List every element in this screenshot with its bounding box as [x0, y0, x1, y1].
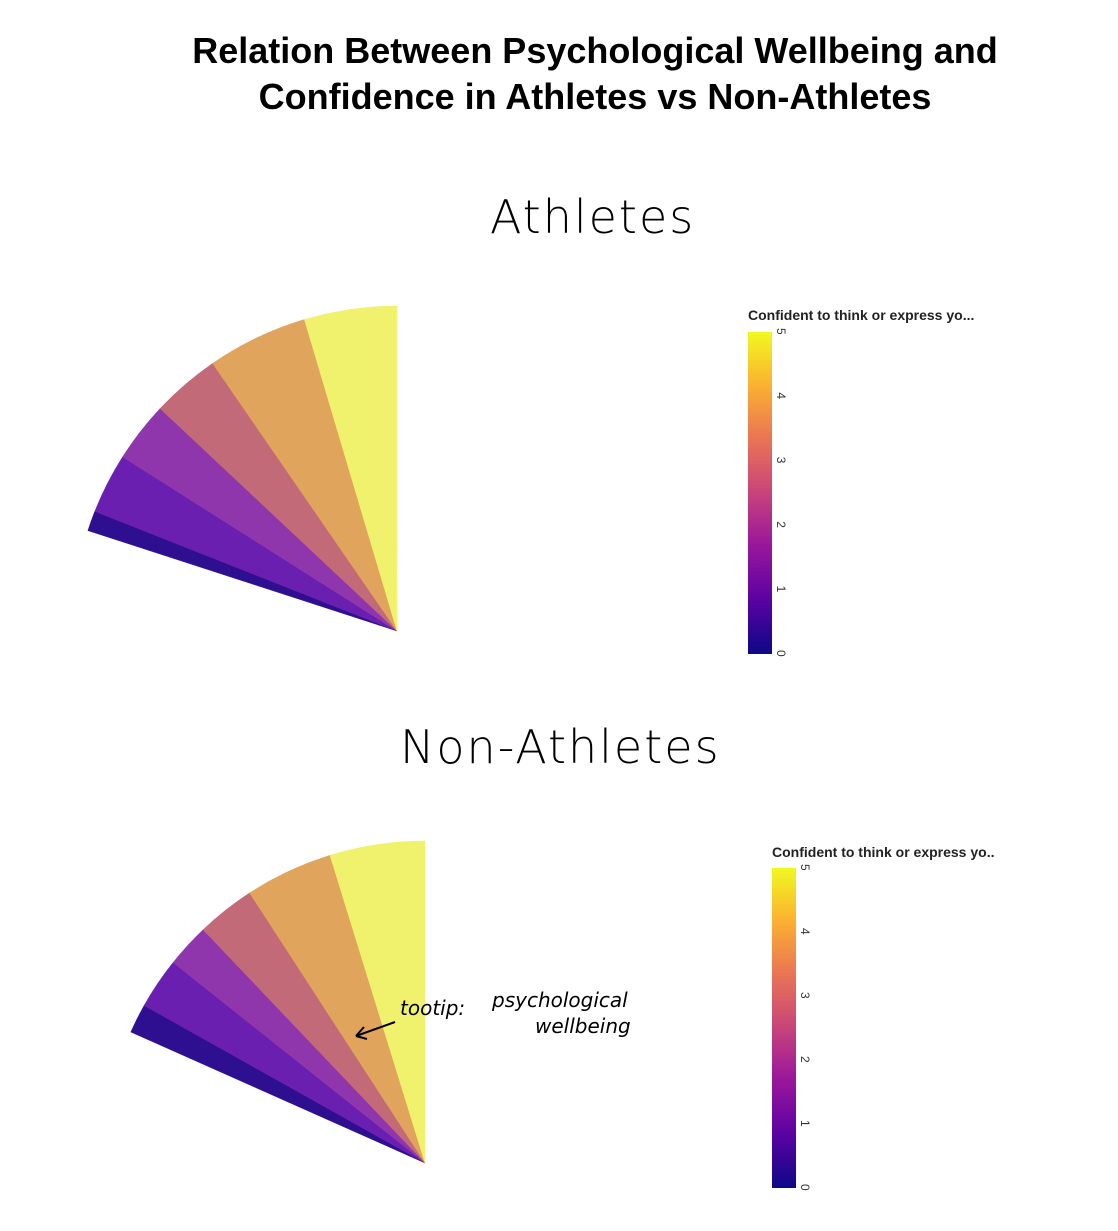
tooltip-label: tootip:: [400, 996, 466, 1020]
non-athletes-label: Non-Athletes: [400, 720, 721, 774]
wedge-value-5[interactable]: [304, 305, 398, 632]
colorbar-title: Confident to think or express yo...: [748, 307, 974, 323]
colorbar-tick-label: 3: [774, 457, 788, 464]
colorbar-tick-label: 2: [774, 521, 788, 528]
colorbar-title: Confident to think or express yo..: [772, 844, 994, 860]
colorbar-tick-label: 5: [798, 864, 812, 871]
colorbar-tick-label: 1: [798, 1120, 812, 1127]
non-athletes-polar-chart[interactable]: [130, 840, 426, 1164]
tooltip-text-line-1: psychological: [492, 988, 628, 1012]
colorbar-tick-label: 0: [774, 650, 788, 657]
athletes-label: Athletes: [490, 190, 696, 244]
tooltip-arrow-icon: [355, 1021, 396, 1040]
colorbar-tick-label: 5: [774, 328, 788, 335]
athletes-colorbar: Confident to think or express yo... 0 1 2 3 4…: [748, 307, 974, 657]
athletes-polar-chart[interactable]: [87, 305, 398, 632]
non-athletes-colorbar: Confident to think or express yo.. 0 1 2 3 4 5: [772, 844, 994, 1191]
colorbar-tick-label: 2: [798, 1056, 812, 1063]
colorbar-tick-label: 4: [774, 392, 788, 399]
tooltip-text-line-2: wellbeing: [535, 1014, 631, 1038]
colorbar-tick-label: 0: [798, 1184, 812, 1191]
colorbar-tick-label: 1: [774, 586, 788, 593]
colorbar-gradient: [772, 868, 796, 1188]
chart-title-line-1: Relation Between Psychological Wellbeing…: [192, 30, 998, 71]
wedge-value-5[interactable]: [329, 840, 426, 1164]
chart-title: Relation Between Psychological Wellbeing…: [0, 28, 1118, 120]
colorbar-tick-label: 4: [798, 928, 812, 935]
chart-title-line-2: Confidence in Athletes vs Non-Athletes: [258, 76, 932, 117]
colorbar-tick-label: 3: [798, 992, 812, 999]
colorbar-gradient: [748, 332, 772, 654]
